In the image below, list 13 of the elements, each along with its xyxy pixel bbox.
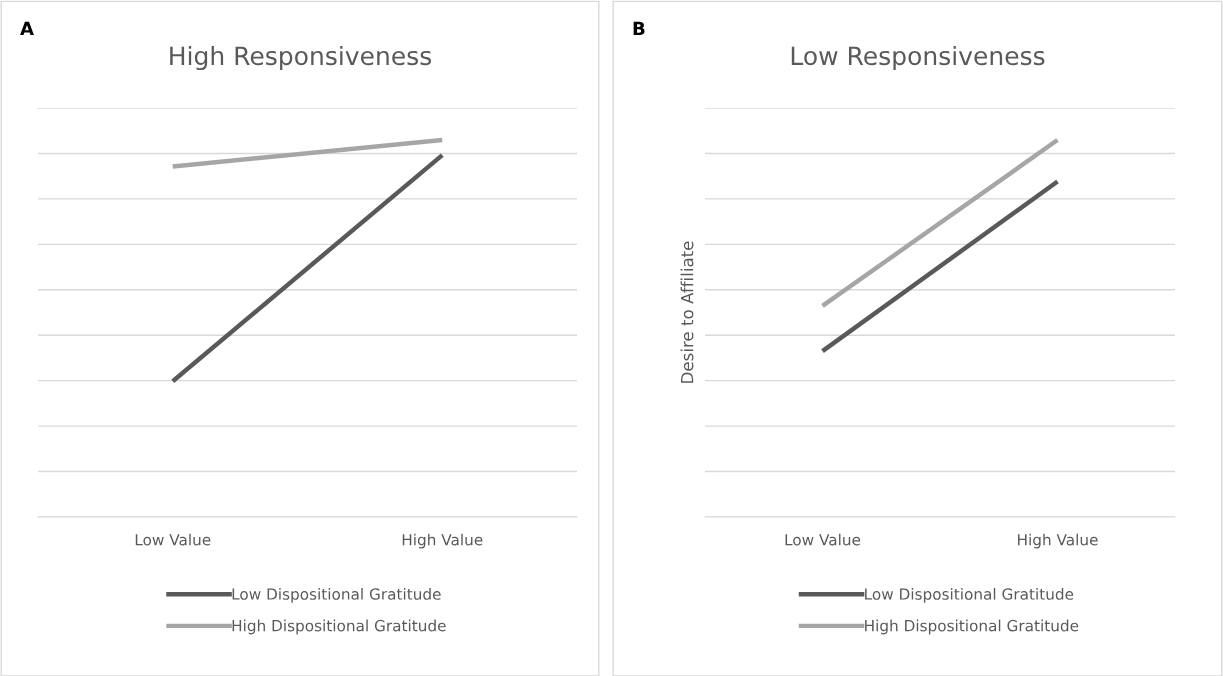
y-axis-title: Desire to Affiliate [680,241,694,383]
x-tick-label: Low Value [785,533,861,546]
legend-label: High Dispositional Gratitude [865,619,1079,635]
chart-title: Low Responsiveness [791,45,1045,71]
x-tick-label: Low Value [135,533,211,546]
legend-label: Low Dispositional Gratitude [865,588,1074,603]
legend-label: Low Dispositional Gratitude [232,588,441,603]
x-tick-label: High Value [402,533,483,549]
chart-title: High Responsiveness [170,45,432,71]
legend-label: High Dispositional Gratitude [232,619,446,635]
x-tick-label: High Value [1018,533,1098,549]
text: A [20,21,34,35]
text: B [633,21,645,35]
